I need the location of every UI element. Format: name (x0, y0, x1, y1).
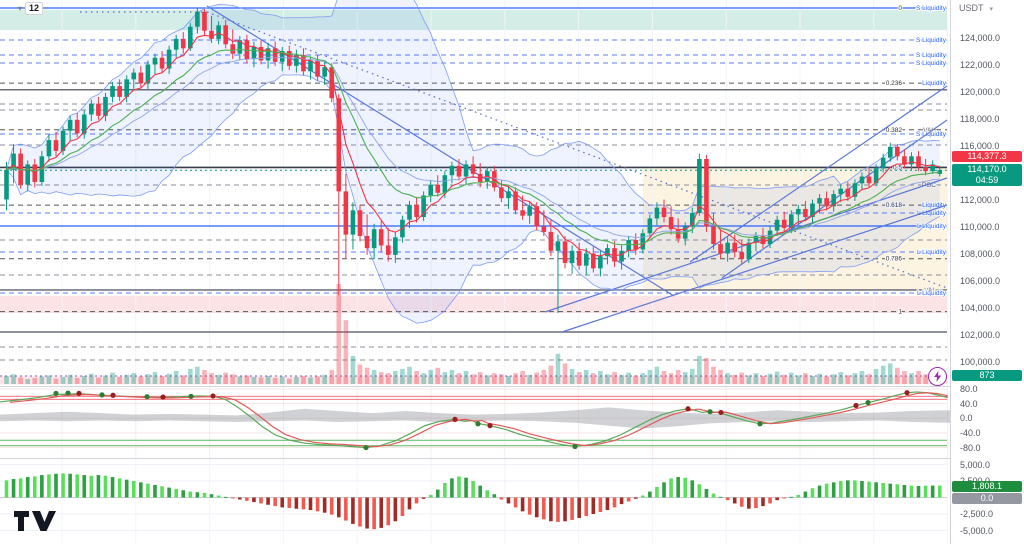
price-axis[interactable]: USDT ▾ 124,000.0 122,000.0 120,000.0 118,000… (950, 0, 1024, 544)
volume-value-badge: 873 (952, 370, 1022, 381)
price-tick: 116,000.0 (960, 140, 1000, 151)
svg-text:L Liquidity: L Liquidity (917, 249, 947, 256)
price-tick: 124,000.0 (960, 32, 1001, 43)
oscillator-tick: 0.0 (960, 413, 973, 424)
pane-gridlines (0, 388, 947, 531)
price-tick: 100,000.0 (960, 356, 1001, 367)
price-tick: 102,000.0 (960, 329, 1001, 340)
svg-text:S Liquidity: S Liquidity (916, 131, 947, 138)
price-tick: 120,000.0 (960, 86, 1001, 97)
quick-action-button[interactable] (928, 367, 947, 386)
price-tick: 106,000.0 (960, 275, 1001, 286)
chevron-down-icon: ▾ (18, 4, 23, 13)
svg-text:0.618: 0.618 (886, 202, 903, 209)
oscillator-tick: -40.0 (960, 427, 981, 438)
svg-text:0.236: 0.236 (886, 80, 903, 87)
countdown-timer: 04:59 (975, 175, 999, 185)
price-tick: 104,000.0 (960, 302, 1001, 313)
lightning-bolt-icon (934, 371, 941, 382)
svg-text:S Liquidity: S Liquidity (916, 5, 947, 12)
oscillator-tick: -80.0 (960, 442, 981, 453)
histogram-value-badge: 1,808.1 (952, 481, 1022, 492)
price-tick: 108,000.0 (960, 248, 1001, 259)
svg-text:L Liquidity: L Liquidity (917, 290, 947, 297)
svg-text:0.786: 0.786 (886, 256, 903, 263)
histogram-tick: 5,000.0 (960, 459, 991, 470)
candles (4, 7, 943, 313)
oscillator-tick: 40.0 (960, 398, 978, 409)
price-tick: 110,000.0 (960, 221, 1000, 232)
svg-text:S Liquidity: S Liquidity (916, 37, 947, 44)
axis-currency-label[interactable]: USDT ▾ (959, 3, 993, 13)
svg-text:0: 0 (898, 5, 902, 12)
svg-text:L Liquidity: L Liquidity (917, 210, 947, 217)
price-tick: 118,000.0 (960, 113, 1000, 124)
svg-text:Liquidity: Liquidity (922, 202, 947, 209)
svg-text:0.5: 0.5 (893, 164, 902, 171)
svg-text:VAL: VAL (924, 287, 936, 294)
tradingview-logo[interactable] (13, 508, 57, 534)
volume-bars (4, 284, 943, 384)
oscillator-pane (0, 390, 1024, 451)
svg-text:1: 1 (898, 309, 902, 316)
histogram-zero-badge: 0.0 (952, 493, 1022, 504)
svg-text:L Liquidity: L Liquidity (917, 223, 947, 230)
svg-text:VAH: VAH (923, 127, 936, 134)
moving-averages (6, 32, 940, 257)
svg-text:POC: POC (922, 182, 936, 189)
pane-separators (0, 386, 950, 459)
oscillator-tick: 80.0 (960, 384, 978, 395)
svg-text:Liquidity: Liquidity (922, 80, 947, 87)
legend-collapsed-toggle[interactable]: ▾ 12 (18, 2, 44, 15)
currency-text: USDT (959, 3, 984, 13)
svg-text:0.382: 0.382 (886, 127, 903, 134)
histogram-tick: -2,500.0 (960, 509, 994, 519)
price-tick: 112,000.0 (960, 194, 1000, 205)
svg-text:S Liquidity: S Liquidity (916, 52, 947, 59)
svg-text:S Liquidity: S Liquidity (916, 60, 947, 67)
histogram-pane (4, 473, 942, 530)
chevron-down-icon: ▾ (989, 6, 994, 13)
price-tick: 122,000.0 (960, 59, 1001, 70)
vertical-gridlines (61, 0, 949, 544)
histogram-tick: -5,000.0 (960, 525, 994, 536)
fib-price-badge: 114,377.3 (952, 151, 1022, 162)
last-price-badge: 114,170.0 04:59 (952, 164, 1022, 186)
timeframe-label[interactable]: 12 (25, 2, 44, 15)
